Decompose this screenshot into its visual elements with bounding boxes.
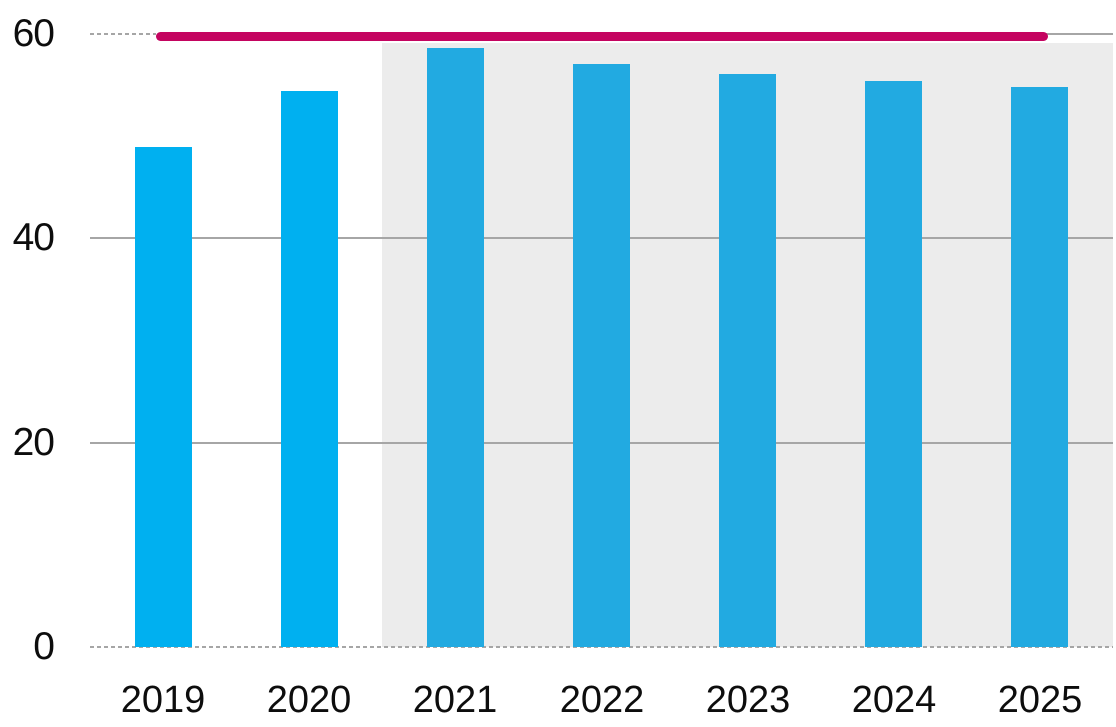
- bar-2025: [1011, 87, 1068, 647]
- gridline-60-right: [1042, 33, 1113, 35]
- x-tick-label-2025: 2025: [997, 679, 1083, 721]
- y-tick-label-20: 20: [12, 421, 55, 464]
- gridline-60-left: [90, 33, 156, 35]
- x-tick-label-2024: 2024: [851, 679, 937, 721]
- bar-2021: [427, 48, 484, 647]
- y-tick-label-40: 40: [12, 216, 55, 259]
- x-tick-label-2023: 2023: [705, 679, 791, 721]
- x-tick-label-2022: 2022: [559, 679, 645, 721]
- bar-2024: [865, 81, 922, 647]
- y-tick-label-60: 60: [12, 12, 55, 55]
- x-tick-label-2020: 2020: [266, 679, 352, 721]
- bar-2022: [573, 64, 630, 647]
- y-tick-label-0: 0: [33, 625, 55, 668]
- bar-2019: [135, 147, 192, 647]
- bar-2020: [281, 91, 338, 647]
- x-tick-label-2021: 2021: [412, 679, 498, 721]
- x-tick-label-2019: 2019: [120, 679, 206, 721]
- axis-baseline: [90, 646, 1113, 648]
- bar-2023: [719, 74, 776, 647]
- cap-line: [156, 32, 1048, 41]
